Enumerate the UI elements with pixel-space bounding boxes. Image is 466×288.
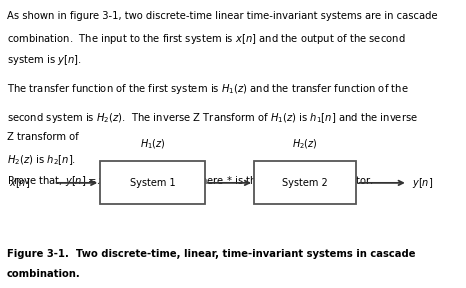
Text: $H_2(z)$: $H_2(z)$	[292, 138, 318, 151]
FancyBboxPatch shape	[254, 161, 356, 204]
Text: combination.  The input to the first system is $x[n]$ and the output of the seco: combination. The input to the first syst…	[7, 32, 405, 46]
Text: System 2: System 2	[282, 178, 328, 188]
Text: combination.: combination.	[7, 269, 81, 279]
FancyBboxPatch shape	[100, 161, 205, 204]
Text: $H_2(z)$ is $h_2[n]$.: $H_2(z)$ is $h_2[n]$.	[7, 153, 76, 167]
Text: Prove that, $y[n]=x[n]*h_1[n]*h_2[n]$, where $*$ is the convolution operator.: Prove that, $y[n]=x[n]*h_1[n]*h_2[n]$, w…	[7, 174, 374, 188]
Text: system is $y[n]$.: system is $y[n]$.	[7, 53, 82, 67]
Text: second system is $H_2(z)$.  The inverse Z Transform of $H_1(z)$ is $h_1[n]$ and : second system is $H_2(z)$. The inverse Z…	[7, 111, 418, 125]
Text: System 1: System 1	[130, 178, 175, 188]
Text: As shown in figure 3-1, two discrete-time linear time-invariant systems are in c: As shown in figure 3-1, two discrete-tim…	[7, 11, 438, 21]
Text: The transfer function of the first system is $H_1(z)$ and the transfer function : The transfer function of the first syste…	[7, 82, 409, 96]
Text: $H_1(z)$: $H_1(z)$	[140, 138, 165, 151]
Text: Figure 3-1.  Two discrete-time, linear, time-invariant systems in cascade: Figure 3-1. Two discrete-time, linear, t…	[7, 249, 416, 259]
Text: $y[n]$: $y[n]$	[412, 176, 433, 190]
Text: $x[n]$: $x[n]$	[9, 176, 30, 190]
Text: Z transform of: Z transform of	[7, 132, 79, 142]
